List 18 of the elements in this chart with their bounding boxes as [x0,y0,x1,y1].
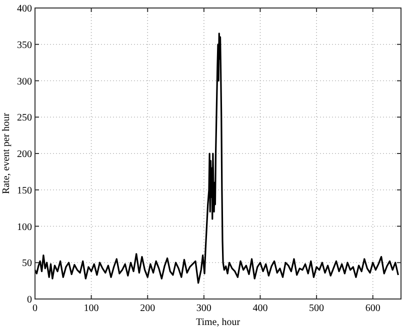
y-tick-label: 150 [17,185,32,196]
y-tick-label: 250 [17,112,32,124]
y-tick-label: 300 [17,76,32,88]
x-tick-label: 200 [140,303,156,314]
y-tick-label: 200 [17,149,32,160]
y-tick-label: 400 [17,4,32,14]
x-tick-label: 100 [84,303,99,314]
x-tick-label: 300 [196,303,212,314]
x-tick-label: 400 [252,303,268,314]
y-axis-title: Rate, event per hour [1,112,12,194]
x-tick-label: 600 [365,303,380,314]
y-tick-label: 50 [22,258,32,270]
line-series [34,32,399,284]
x-axis-title: Time, hour [196,317,241,328]
y-tick-label: 100 [17,222,32,233]
y-tick-label: 350 [17,40,32,51]
x-tick-label: 500 [309,303,324,314]
y-tick-label: 0 [27,294,32,306]
